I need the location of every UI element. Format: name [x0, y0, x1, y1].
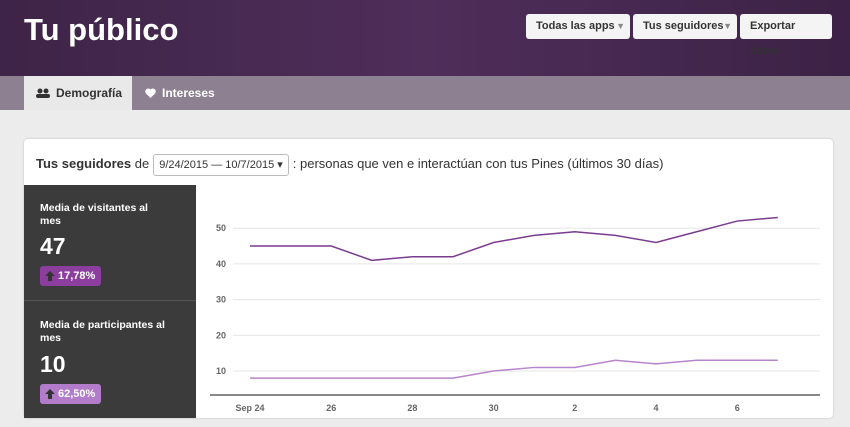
y-tick-label: 10: [216, 366, 226, 376]
tab-label: Intereses: [162, 86, 215, 100]
stats-panel: [24, 185, 196, 418]
tab-label: Demografía: [56, 86, 123, 100]
stat-value: 10: [40, 351, 66, 377]
stat-change: 62,50%: [40, 384, 102, 404]
button-label: Tus seguidores: [643, 20, 724, 32]
lead: Tus seguidores: [36, 156, 132, 171]
series-line: [250, 359, 778, 379]
x-tick-label: Sep 24: [235, 403, 264, 413]
stat-label: Media de visitantes al mes: [40, 202, 148, 227]
arrow-icon: [45, 271, 55, 281]
chart: 10 20 30 40 50 Sep 24 26 28 30 2 4 6: [210, 216, 820, 413]
description: : personas que ven e interactúan con tus…: [292, 156, 664, 171]
x-tick-label: 30: [489, 403, 499, 413]
button-label: Exportar datos: [750, 20, 796, 57]
y-tick-label: 50: [216, 223, 226, 233]
change-text: 17,78%: [58, 270, 96, 282]
x-tick-label: 26: [326, 403, 336, 413]
page-title: Tu público: [24, 12, 179, 47]
stat-label: Media de participantes al mes: [40, 319, 165, 344]
y-tick-label: 40: [216, 259, 226, 269]
y-tick-label: 30: [216, 295, 226, 305]
tab[interactable]: Demografía: [24, 76, 132, 110]
tab-bar: [0, 76, 850, 110]
stat-value: 47: [40, 233, 66, 259]
stat-change: 17,78%: [40, 266, 102, 286]
series-line: [250, 216, 778, 262]
x-tick-label: 2: [572, 403, 577, 413]
card-header: Tus seguidores de 9/24/2015 — 10/7/2015 ▾…: [36, 154, 664, 176]
followers-button[interactable]: Tus seguidores ▼: [633, 14, 737, 39]
tab[interactable]: Intereses: [145, 76, 215, 110]
change-text: 62,50%: [58, 388, 96, 400]
date-range: 9/24/2015 — 10/7/2015: [159, 159, 275, 171]
button-label: Todas las apps: [536, 20, 615, 32]
arrow-icon: [45, 389, 55, 399]
date-picker[interactable]: 9/24/2015 — 10/7/2015 ▾: [153, 154, 289, 176]
x-tick-label: 4: [653, 403, 658, 413]
heart-icon: [145, 88, 156, 98]
x-tick-label: 28: [407, 403, 417, 413]
export-button[interactable]: Exportar datos: [740, 14, 832, 57]
connector: de: [134, 156, 150, 171]
people-icon: [36, 88, 50, 98]
y-tick-label: 20: [216, 330, 226, 340]
x-tick-label: 6: [735, 403, 740, 413]
apps-button[interactable]: Todas las apps ▼: [526, 14, 630, 39]
